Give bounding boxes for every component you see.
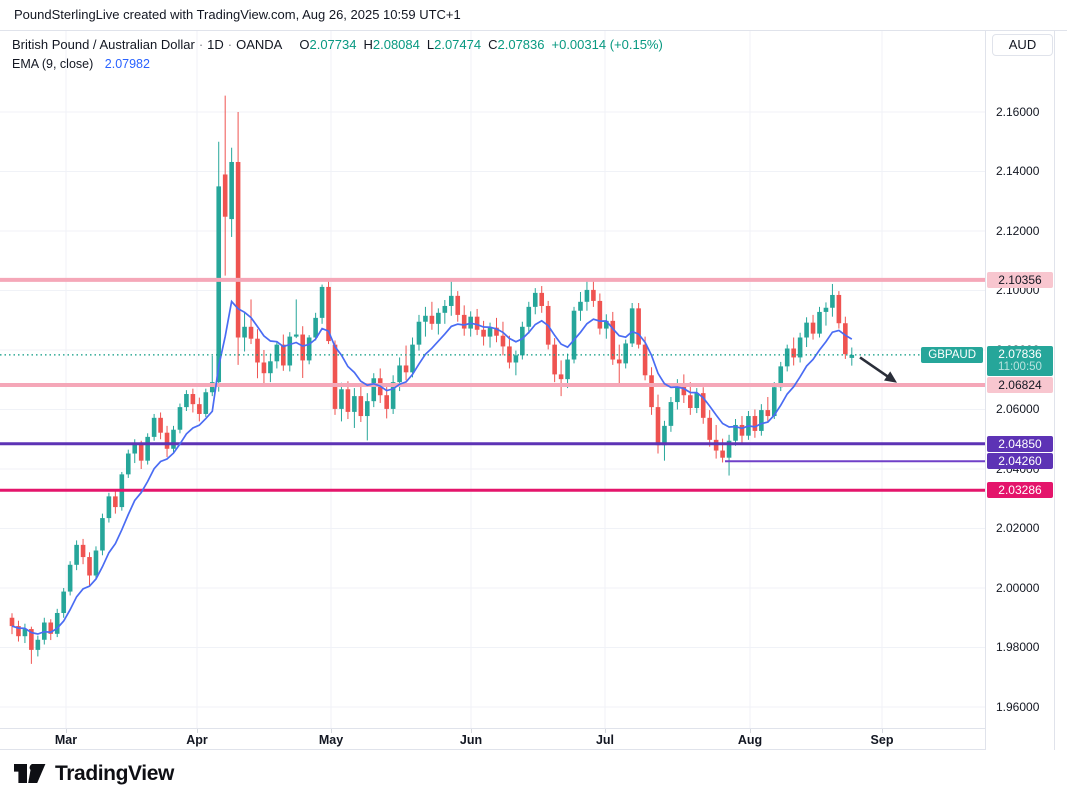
chart-frame: British Pound / Australian Dollar · 1D · OAN… — [0, 30, 1067, 750]
month-label: Sep — [870, 733, 894, 747]
price-tick-label: 2.16000 — [996, 104, 1040, 119]
month-tick — [605, 729, 606, 733]
month-label: May — [318, 733, 344, 747]
month-tick — [331, 729, 332, 733]
candles-series — [9, 95, 855, 664]
separator-dot: · — [198, 37, 204, 52]
close-label: C — [488, 37, 498, 52]
price-scale[interactable]: AUD 2.07836 11:00:50 2.16000 2.14000 2.120… — [985, 31, 1055, 750]
price-tick-label: 2.12000 — [996, 223, 1040, 238]
indicator-value: 2.07982 — [104, 57, 150, 71]
open-label: O — [299, 37, 310, 52]
low-label: L — [426, 37, 435, 52]
last-price-value: 2.07836 — [998, 346, 1042, 361]
price-tick-label: 1.96000 — [996, 699, 1040, 714]
trend-arrow-annotation — [859, 356, 897, 383]
month-tick — [66, 729, 67, 733]
tradingview-logo[interactable]: TradingView — [13, 762, 174, 786]
price-tick-label: 2.02000 — [996, 521, 1040, 535]
open-value: 2.07734 — [309, 37, 357, 52]
level-price-label: 2.06824 — [987, 376, 1053, 393]
month-tick — [471, 729, 472, 733]
candlestick-chart-svg — [0, 31, 985, 728]
month-tick — [197, 729, 198, 733]
month-label: Apr — [186, 733, 208, 747]
level-price-label: 2.03286 — [987, 482, 1053, 499]
level-price-label: 2.04850 — [987, 435, 1053, 452]
close-value: 2.07836 — [497, 37, 545, 52]
interval-label: 1D — [207, 37, 224, 52]
chart-legend: British Pound / Australian Dollar · 1D · OAN… — [12, 37, 663, 71]
bar-countdown: 11:00:50 — [998, 360, 1042, 373]
price-tick-label: 1.98000 — [996, 640, 1040, 654]
price-tick-label: 2.00000 — [996, 580, 1040, 595]
currency-button[interactable]: AUD — [992, 34, 1053, 56]
chart-canvas[interactable]: British Pound / Australian Dollar · 1D · OAN… — [0, 31, 985, 728]
separator-dot: · — [227, 37, 233, 52]
symbol-price-tag: GBPAUD — [921, 346, 983, 363]
month-tick — [882, 729, 883, 733]
time-scale[interactable]: Mar Apr May Jun Jul Aug Sep — [0, 728, 985, 750]
price-tick-label: 2.06000 — [996, 402, 1040, 416]
symbol-legend-row[interactable]: British Pound / Australian Dollar · 1D · OAN… — [12, 37, 663, 52]
grid-lines — [0, 31, 985, 728]
ema-line — [11, 299, 853, 635]
level-price-label: 2.10356 — [987, 271, 1053, 288]
indicator-name: EMA (9, close) — [12, 57, 94, 71]
exchange-label: OANDA — [236, 37, 283, 52]
attribution-text: PoundSterlingLive created with TradingVi… — [14, 7, 461, 22]
change-value: +0.00314 (+0.15%) — [551, 37, 663, 52]
last-price-label: 2.07836 11:00:50 — [987, 345, 1053, 376]
tradingview-logo-text: TradingView — [55, 762, 174, 785]
level-price-label: 2.04260 — [987, 453, 1053, 470]
price-tick-label: 2.14000 — [996, 164, 1040, 178]
month-label: Mar — [54, 733, 78, 747]
indicator-legend-row[interactable]: EMA (9, close) 2.07982 — [12, 57, 663, 71]
month-tick — [750, 729, 751, 733]
high-value: 2.08084 — [372, 37, 420, 52]
symbol-title: British Pound / Australian Dollar — [12, 37, 195, 52]
month-label: Jul — [595, 733, 615, 747]
high-label: H — [363, 37, 373, 52]
ohlc-values: O2.07734 H2.08084 L2.07474 C2.07836 +0.00314… — [292, 37, 662, 52]
month-label: Jun — [459, 733, 483, 747]
tradingview-logo-icon — [14, 764, 46, 783]
low-value: 2.07474 — [434, 37, 482, 52]
level-lines — [0, 277, 985, 492]
month-label: Aug — [737, 733, 763, 747]
